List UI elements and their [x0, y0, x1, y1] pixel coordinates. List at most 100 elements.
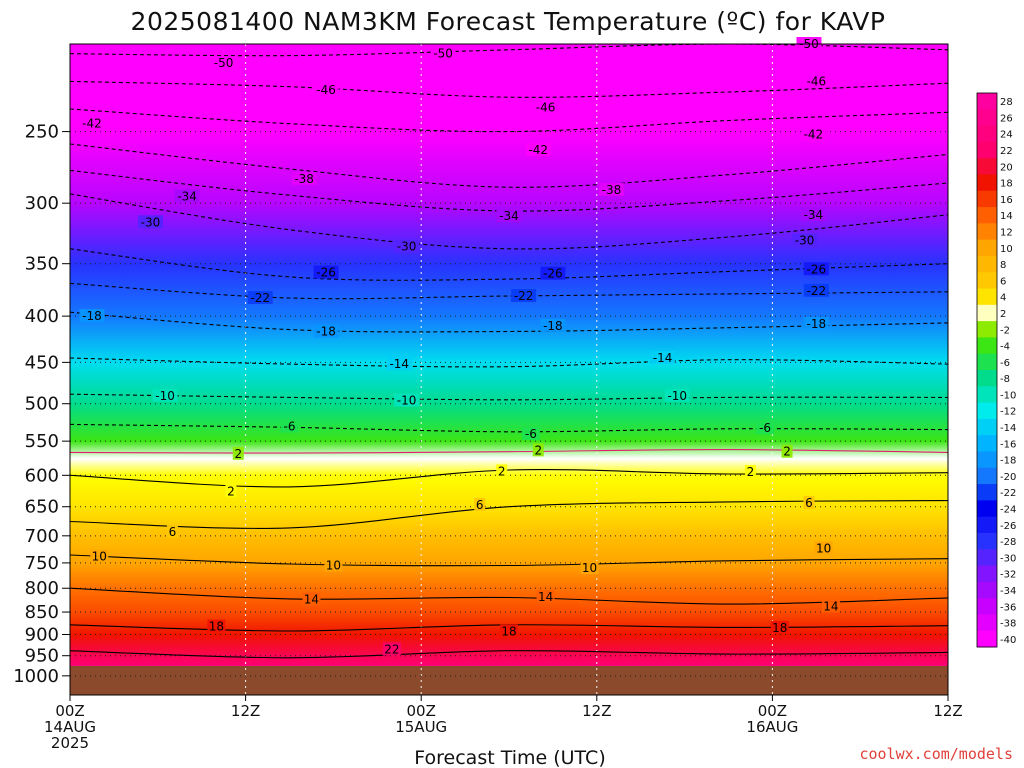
- y-tick-label: 500: [25, 394, 59, 415]
- contour-label-bg: [803, 496, 815, 510]
- colorbar-label: -36: [1000, 602, 1016, 613]
- contour-label-bg: [394, 393, 420, 407]
- contour-label-bg: [803, 74, 829, 88]
- contour-label-bg: [598, 182, 624, 196]
- contour-label: -10: [155, 389, 175, 403]
- contour-label-bg: [540, 318, 566, 332]
- contour-label-bg: [280, 419, 299, 433]
- contour-label-bg: [540, 266, 566, 280]
- y-tick-label: 950: [25, 646, 59, 667]
- contour-label-bg: [781, 444, 793, 458]
- x-tick-label: 14AUG: [44, 718, 96, 736]
- ground-region: [70, 665, 948, 695]
- colorbar-label: -14: [1000, 423, 1016, 434]
- contour-label-bg: [302, 592, 321, 606]
- contour-label-bg: [580, 561, 599, 575]
- colorbar-swatch: [977, 272, 997, 290]
- y-axis-ticks: 2503003504004505005506006507007508008509…: [13, 122, 70, 687]
- credit-text[interactable]: coolwx.com/models: [859, 745, 1013, 763]
- contour-label: -34: [804, 208, 824, 222]
- contour-label: 10: [326, 559, 341, 573]
- x-tick-label: 2025: [51, 734, 89, 752]
- x-tick-label: 12Z: [231, 702, 260, 720]
- contour-label: -18: [543, 319, 563, 333]
- contour-label: -10: [397, 394, 417, 408]
- contour-line-m30: [69, 193, 949, 250]
- y-tick-label: 450: [25, 352, 59, 373]
- colorbar-label: -6: [1000, 358, 1010, 369]
- colorbar-label: 6: [1000, 276, 1006, 287]
- colorbar-swatch: [977, 386, 997, 404]
- temperature-contours: [69, 43, 949, 659]
- colorbar-swatch: [977, 109, 997, 127]
- x-tick-label: 00Z: [407, 702, 436, 720]
- colorbar-swatch: [977, 304, 997, 322]
- contour-label-bg: [166, 524, 178, 538]
- colorbar-swatch: [977, 484, 997, 501]
- contour-label-bg: [792, 233, 818, 247]
- contour-label-bg: [247, 291, 273, 305]
- colorbar-label: 24: [1000, 130, 1013, 141]
- contour-label-bg: [79, 309, 105, 323]
- colorbar-swatch: [977, 370, 997, 387]
- colorbar-label: -26: [1000, 521, 1016, 532]
- colorbar-swatch: [977, 435, 997, 452]
- colorbar-swatch: [977, 93, 997, 110]
- y-tick-label: 700: [25, 526, 59, 547]
- colorbar-label: 4: [1000, 293, 1006, 304]
- contour-label-bg: [744, 465, 756, 479]
- colorbar-swatch: [977, 207, 997, 224]
- contour-label: -26: [543, 267, 563, 281]
- contour-line-m6: [69, 423, 949, 433]
- contour-line-m46: [69, 80, 949, 98]
- x-tick-label: 16AUG: [746, 718, 798, 736]
- colorbar-swatch: [977, 532, 997, 550]
- contour-label-bg: [211, 56, 237, 70]
- x-tick-label: 00Z: [55, 702, 84, 720]
- x-tick-label: 12Z: [582, 702, 611, 720]
- contour-label-bg: [474, 497, 486, 511]
- colorbar-label: -12: [1000, 407, 1016, 418]
- y-tick-label: 850: [25, 602, 59, 623]
- colorbar-swatch: [977, 321, 997, 338]
- colorbar-swatch: [977, 402, 997, 420]
- colorbar-label: -20: [1000, 472, 1016, 483]
- contour-label: -6: [284, 420, 296, 434]
- contour-label-bg: [511, 288, 537, 302]
- temperature-gradient: [70, 44, 948, 666]
- colorbar-swatch: [977, 174, 997, 192]
- contour-label: -34: [499, 209, 519, 223]
- contour-label-bg: [90, 549, 109, 563]
- colorbar-label: 12: [1000, 228, 1013, 239]
- colorbar-label: 22: [1000, 146, 1013, 157]
- contour-label: 2: [498, 464, 506, 478]
- colorbar-label: -40: [1000, 635, 1016, 646]
- contour-label-bg: [533, 100, 559, 114]
- colorbar-frame: [976, 92, 998, 648]
- contour-label-bg: [664, 388, 690, 402]
- colorbar-swatch: [977, 549, 997, 567]
- temperature-field: [70, 44, 948, 666]
- contour-label: -14: [653, 351, 673, 365]
- colorbar: 28 26 24 22 20 18 16 14 12 10 8 6 4 2 -2 -4 -6 -8 -10 -12 -1…: [976, 92, 1016, 648]
- contour-label-bg: [382, 642, 401, 656]
- contour-line-2: [69, 468, 949, 488]
- contour-label: -26: [316, 266, 336, 280]
- contour-label: 10: [582, 561, 597, 575]
- contour-label-bg: [313, 324, 339, 338]
- contour-label: -18: [316, 325, 336, 339]
- contour-label-bg: [536, 589, 555, 603]
- colorbar-swatch: [977, 353, 997, 371]
- y-tick-label: 1000: [13, 666, 59, 687]
- colorbar-swatch: [977, 223, 997, 241]
- contour-label-bg: [532, 443, 544, 457]
- contour-label: -42: [804, 128, 824, 142]
- contour-line-22: [69, 650, 949, 659]
- contour-label: 6: [169, 525, 177, 539]
- y-tick-label: 350: [25, 254, 59, 275]
- colorbar-label: -22: [1000, 488, 1016, 499]
- colorbar-label: 16: [1000, 195, 1013, 206]
- contour-label: 6: [805, 496, 813, 510]
- colorbar-swatch: [977, 418, 997, 436]
- contour-label: -14: [389, 357, 409, 371]
